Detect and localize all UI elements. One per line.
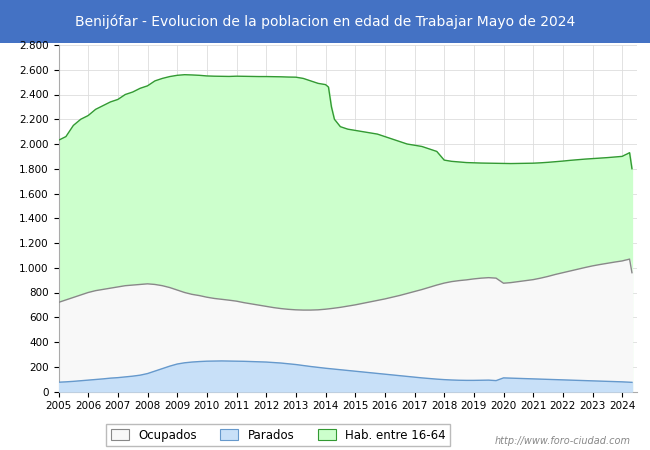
Text: http://www.foro-ciudad.com: http://www.foro-ciudad.com <box>495 436 630 446</box>
Text: Benijófar - Evolucion de la poblacion en edad de Trabajar Mayo de 2024: Benijófar - Evolucion de la poblacion en… <box>75 14 575 29</box>
Legend: Ocupados, Parados, Hab. entre 16-64: Ocupados, Parados, Hab. entre 16-64 <box>106 424 450 446</box>
